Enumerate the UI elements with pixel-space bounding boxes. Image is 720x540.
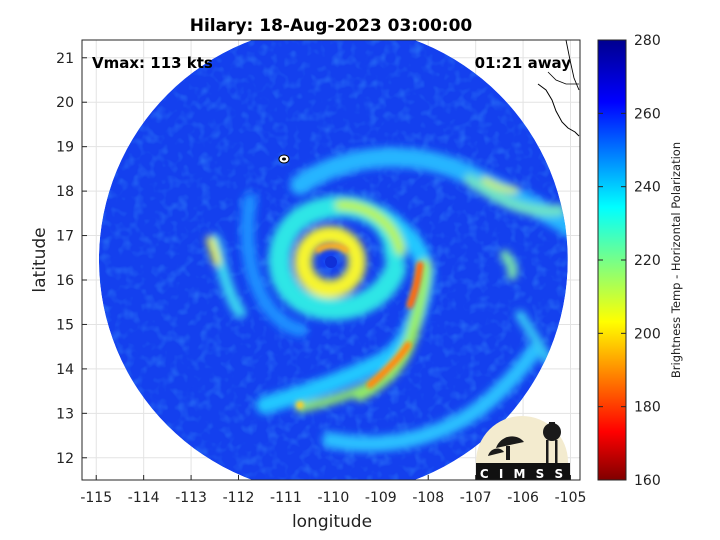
y-tick-label: 12 bbox=[56, 451, 74, 467]
y-tick-label: 21 bbox=[56, 51, 74, 67]
logo-text: C I M S S bbox=[480, 467, 566, 481]
logo-band bbox=[476, 463, 570, 480]
storm-eye bbox=[325, 256, 337, 268]
y-tick-label: 15 bbox=[56, 317, 74, 333]
colorbar-tick-labels: 160 180 200 220 240 260 280 bbox=[598, 33, 661, 489]
y-tick-label: 20 bbox=[56, 95, 74, 111]
x-tick-label: -114 bbox=[128, 490, 160, 506]
chart-title: Hilary: 18-Aug-2023 03:00:00 bbox=[190, 16, 473, 36]
x-tick-label: -108 bbox=[412, 490, 444, 506]
y-tick-label: 18 bbox=[56, 184, 74, 200]
colorbar-label: Brightness Temp - Horizontal Polarizatio… bbox=[669, 142, 683, 378]
colorbar-tick-label: 160 bbox=[634, 473, 661, 489]
colorbar-tick-label: 200 bbox=[634, 326, 661, 342]
x-axis-label: longitude bbox=[292, 512, 372, 532]
x-tick-label: -106 bbox=[507, 490, 539, 506]
logo-tower-icon bbox=[543, 422, 561, 464]
y-tick-label: 14 bbox=[56, 362, 74, 378]
plot-frame bbox=[81, 39, 581, 481]
vmax-annotation: Vmax: 113 kts bbox=[92, 54, 213, 72]
logo-dish-icon bbox=[488, 436, 524, 460]
colorbar-tick-label: 260 bbox=[634, 106, 661, 122]
x-tick-labels: -115 -114 -113 -112 -111 -110 -109 -108 -107 -106… bbox=[80, 490, 586, 506]
cimss-logo: C I M S S bbox=[476, 416, 570, 481]
colorbar-tick-label: 280 bbox=[634, 33, 661, 49]
rainbands bbox=[206, 147, 568, 452]
y-tick-label: 17 bbox=[56, 229, 74, 245]
colorbar-tick-label: 220 bbox=[634, 253, 661, 269]
x-tick-label: -109 bbox=[365, 490, 397, 506]
x-tick-label: -112 bbox=[223, 490, 255, 506]
x-tick-label: -115 bbox=[80, 490, 112, 506]
colorbar-tick-label: 240 bbox=[634, 180, 661, 196]
x-tick-label: -113 bbox=[175, 490, 207, 506]
x-tick-label: -107 bbox=[460, 490, 492, 506]
x-tick-label: -105 bbox=[555, 490, 587, 506]
colorbar-tick-label: 180 bbox=[634, 400, 661, 416]
y-tick-labels: 12 13 14 15 16 17 18 19 20 21 bbox=[56, 51, 74, 467]
y-axis-label: latitude bbox=[30, 227, 50, 292]
y-tick-label: 13 bbox=[56, 406, 74, 422]
time-away-annotation: 01:21 away bbox=[475, 54, 572, 72]
y-tick-label: 16 bbox=[56, 273, 74, 289]
x-tick-label: -110 bbox=[317, 490, 349, 506]
x-tick-label: -111 bbox=[270, 490, 302, 506]
island-marker bbox=[278, 154, 290, 164]
microwave-swath bbox=[98, 40, 568, 480]
convective-cores bbox=[296, 242, 424, 409]
coastline bbox=[537, 40, 580, 137]
y-tick-label: 19 bbox=[56, 140, 74, 156]
